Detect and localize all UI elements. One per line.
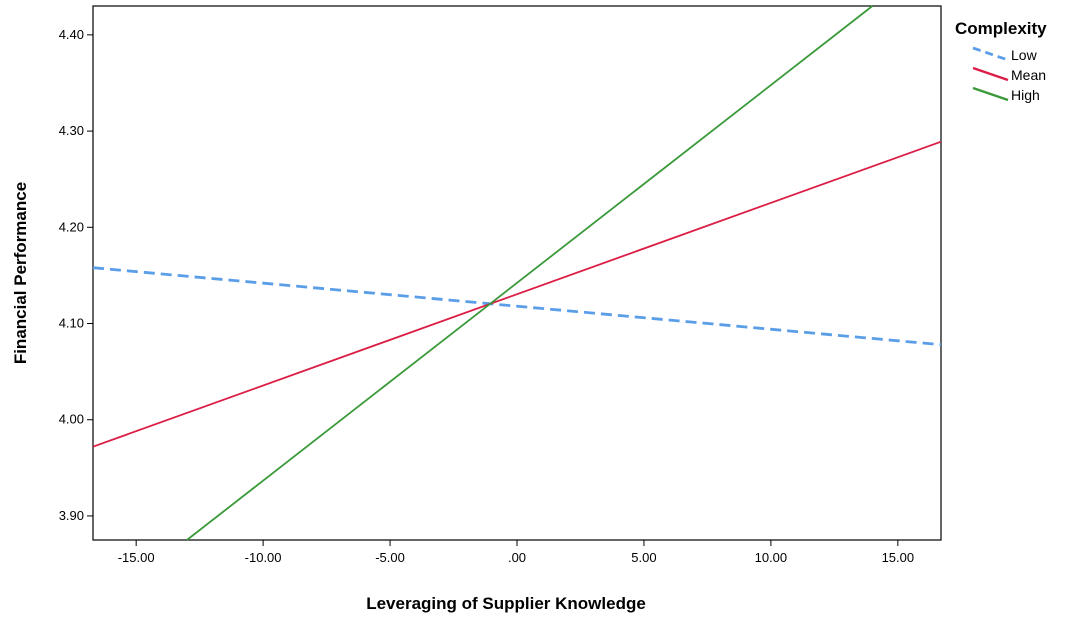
series-lines [92, 5, 942, 541]
y-tick-label: 4.00 [59, 412, 84, 427]
legend-title: Complexity [955, 19, 1047, 38]
x-tick-label: 5.00 [631, 550, 656, 565]
x-tick-label: -5.00 [375, 550, 405, 565]
y-tick-label: 4.20 [59, 219, 84, 234]
x-axis-title: Leveraging of Supplier Knowledge [366, 594, 646, 613]
legend-label-low: Low [1011, 47, 1038, 63]
x-axis: -15.00 -10.00 -5.00 .00 5.00 10.00 15.00 [118, 540, 914, 565]
x-tick-label: 15.00 [882, 550, 915, 565]
y-tick-label: 4.40 [59, 27, 84, 42]
series-line-low [92, 266, 942, 347]
x-tick-label: .00 [508, 550, 526, 565]
x-tick-label: -10.00 [245, 550, 282, 565]
series-line-high [186, 5, 873, 541]
y-axis-title: Financial Performance [11, 182, 30, 364]
y-tick-label: 3.90 [59, 508, 84, 523]
legend: Complexity Low Mean High [955, 19, 1047, 103]
y-tick-label: 4.30 [59, 123, 84, 138]
legend-swatch-high [972, 86, 1009, 102]
y-tick-label: 4.10 [59, 316, 84, 331]
legend-swatch-low [972, 46, 1009, 62]
x-tick-label: -15.00 [118, 550, 155, 565]
legend-swatch-mean [972, 66, 1009, 82]
y-axis: 3.90 4.00 4.10 4.20 4.30 4.40 [59, 27, 93, 523]
series-line-mean [92, 140, 942, 448]
legend-label-high: High [1011, 87, 1040, 103]
x-tick-label: 10.00 [755, 550, 788, 565]
legend-label-mean: Mean [1011, 67, 1046, 83]
plot-area [92, 5, 942, 541]
